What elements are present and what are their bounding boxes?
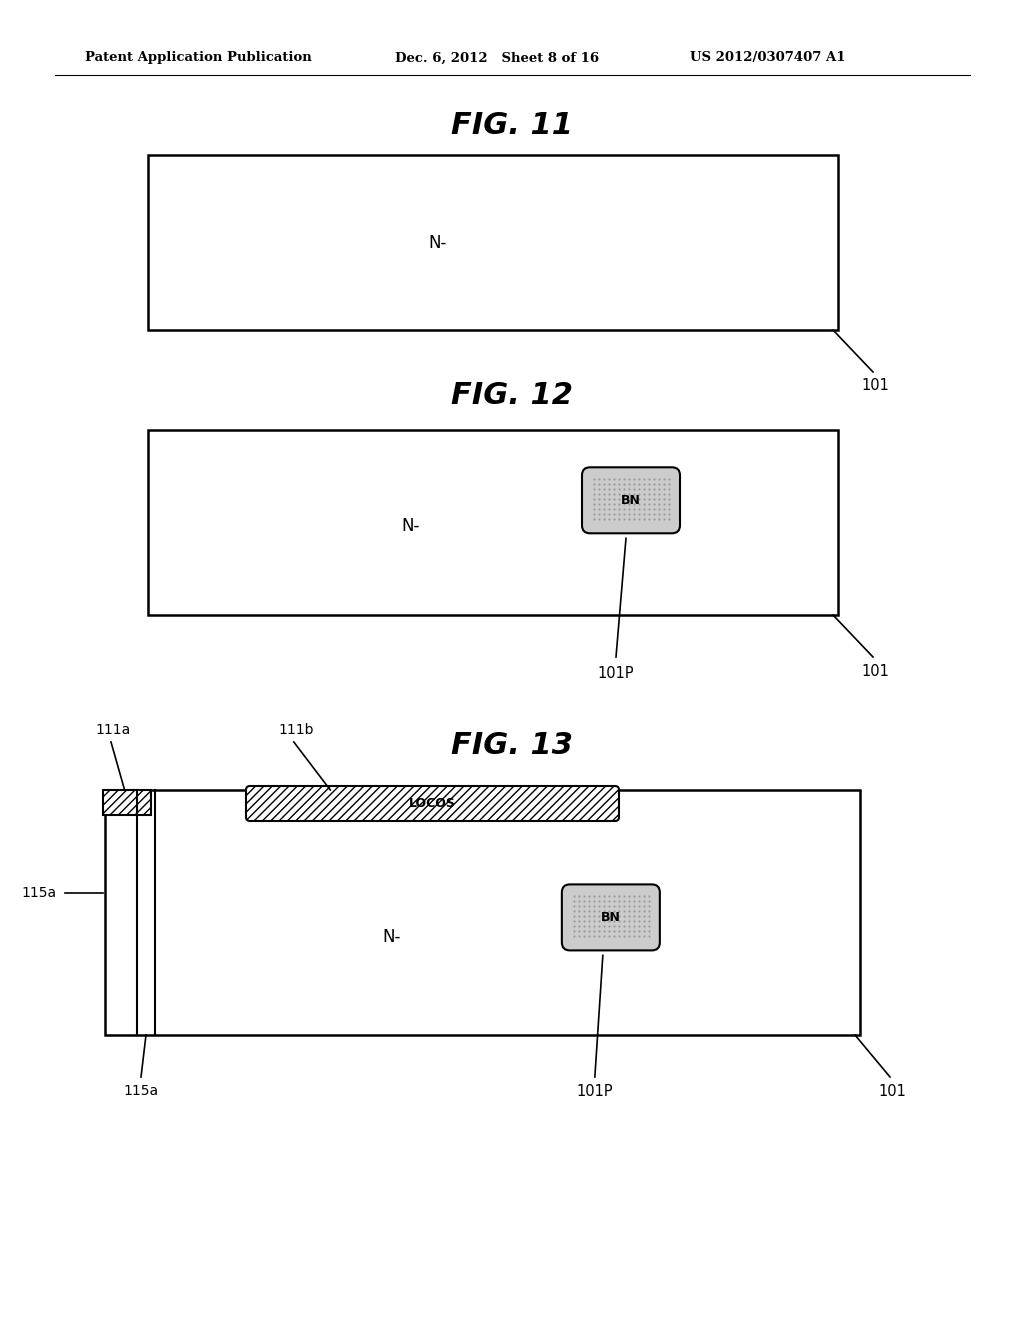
Bar [148, 154, 838, 330]
Text: 101: 101 [861, 664, 889, 678]
Bar [148, 430, 838, 615]
Text: 101P: 101P [598, 665, 634, 681]
Text: BN: BN [601, 911, 621, 924]
Text: 115a: 115a [22, 886, 57, 900]
Text: FIG. 12: FIG. 12 [451, 380, 573, 409]
FancyBboxPatch shape [246, 785, 618, 821]
Text: Patent Application Publication: Patent Application Publication [85, 51, 311, 65]
FancyBboxPatch shape [562, 884, 659, 950]
Text: US 2012/0307407 A1: US 2012/0307407 A1 [690, 51, 846, 65]
Text: FIG. 11: FIG. 11 [451, 111, 573, 140]
Text: FIG. 13: FIG. 13 [451, 730, 573, 759]
Bar [103, 789, 151, 814]
Text: 101: 101 [878, 1084, 906, 1098]
Text: N-: N- [429, 234, 447, 252]
Text: N-: N- [401, 517, 420, 535]
Text: BN: BN [622, 494, 641, 507]
FancyBboxPatch shape [582, 467, 680, 533]
Text: 101P: 101P [577, 1084, 613, 1098]
Text: 115a: 115a [124, 1084, 159, 1098]
Text: 111a: 111a [95, 723, 131, 737]
Text: N-: N- [383, 928, 401, 946]
Text: LOCOS: LOCOS [409, 797, 456, 810]
Bar [105, 789, 860, 1035]
Text: 111b: 111b [279, 723, 313, 737]
Text: Dec. 6, 2012   Sheet 8 of 16: Dec. 6, 2012 Sheet 8 of 16 [395, 51, 599, 65]
Text: 101: 101 [861, 379, 889, 393]
